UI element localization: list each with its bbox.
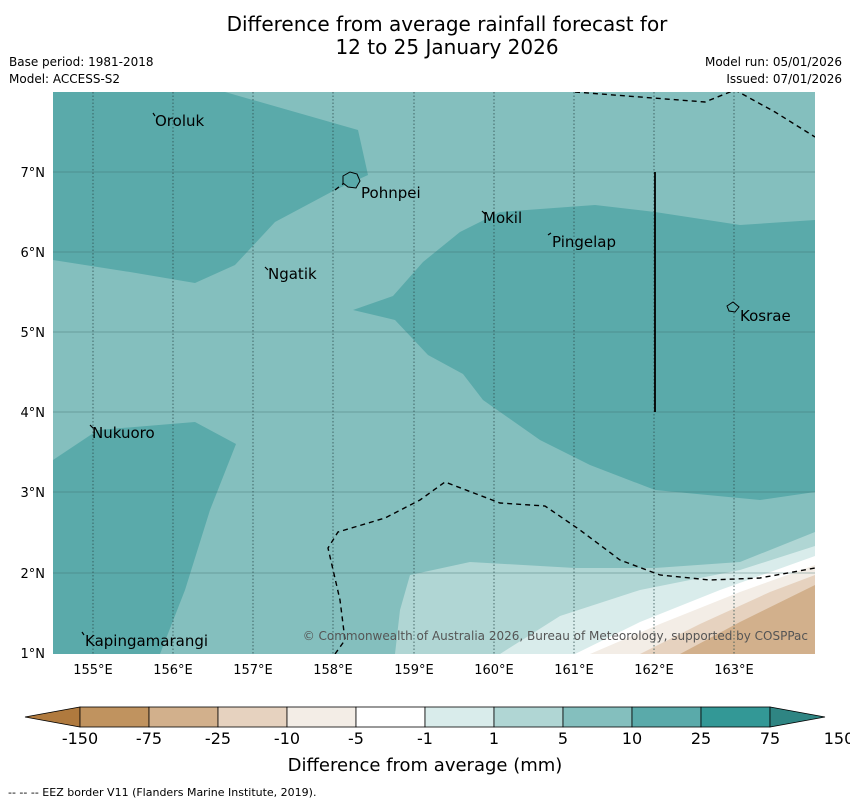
lat-label: 4°N [21, 406, 46, 421]
lon-label: 163°E [714, 663, 754, 678]
colorbar-extension-low [24, 706, 81, 728]
lat-label: 6°N [21, 246, 46, 261]
chart-title: Difference from average rainfall forecas… [0, 13, 850, 59]
place-nukuoro: Nukuoro [92, 424, 155, 442]
colorbar-extension-high [769, 706, 826, 728]
title-line-2: 12 to 25 January 2026 [335, 35, 559, 59]
oroluk-mark [152, 112, 156, 117]
colorbar-segment [148, 706, 219, 728]
ngatik-mark [264, 266, 269, 271]
colorbar-tick-label: 25 [690, 729, 712, 748]
nukuoro-mark [89, 424, 94, 429]
issued-label: Issued: 07/01/2026 [726, 72, 842, 86]
colorbar-segment [700, 706, 771, 728]
place-oroluk: Oroluk [155, 112, 204, 130]
colorbar-tick-label: 75 [759, 729, 781, 748]
pingelap-mark [547, 232, 552, 236]
lon-label: 161°E [554, 663, 594, 678]
colorbar-tick-label: 150 [823, 729, 850, 748]
colorbar-segment [355, 706, 426, 728]
mokil-mark [481, 210, 486, 215]
meta-left: Base period: 1981-2018 Model: ACCESS-S2 [9, 54, 154, 88]
rainfall-map: Oroluk Pohnpei Mokil Pingelap Ngatik Kos… [21, 92, 815, 678]
lon-label: 162°E [634, 663, 674, 678]
colorbar-segment [217, 706, 288, 728]
kosrae-island [726, 301, 740, 313]
map-field: Oroluk Pohnpei Mokil Pingelap Ngatik Kos… [53, 92, 815, 654]
lat-label: 5°N [21, 326, 46, 341]
place-kapingamarangi: Kapingamarangi [85, 632, 208, 650]
lat-label: 2°N [21, 567, 46, 582]
field-25-75-east [353, 205, 815, 500]
colorbar-title: Difference from average (mm) [287, 755, 563, 776]
colorbar-tick-label: -5 [348, 729, 364, 748]
kapingamarangi-mark [81, 631, 85, 636]
colorbar-tick-label: -1 [417, 729, 433, 748]
field-25-75-northwest [53, 92, 368, 283]
eez-footnote: -- -- -- EEZ border V11 (Flanders Marine… [8, 786, 317, 799]
lon-label: 160°E [474, 663, 514, 678]
meta-right: Model run: 05/01/2026 Issued: 07/01/2026 [705, 54, 842, 88]
lon-label: 157°E [233, 663, 273, 678]
lon-label: 159°E [394, 663, 434, 678]
lat-label: 1°N [21, 647, 46, 662]
pohnpei-island [342, 171, 361, 189]
lon-label: 155°E [73, 663, 113, 678]
colorbar-segment [286, 706, 357, 728]
copyright-notice: © Commonwealth of Australia 2026, Bureau… [303, 629, 808, 643]
base-period-label: Base period: 1981-2018 [9, 55, 154, 69]
colorbar-tick-label: 10 [621, 729, 643, 748]
place-mokil: Mokil [483, 209, 522, 227]
model-run-label: Model run: 05/01/2026 [704, 55, 842, 69]
lon-label: 158°E [313, 663, 353, 678]
colorbar-segment [631, 706, 702, 728]
field-minus25-minus10 [680, 585, 815, 654]
colorbar-segment [424, 706, 495, 728]
colorbar-tick-label: 5 [557, 729, 569, 748]
place-pohnpei: Pohnpei [361, 184, 421, 202]
colorbar-segments [24, 706, 826, 728]
colorbar-tick-label: -25 [204, 729, 232, 748]
place-kosrae: Kosrae [740, 307, 791, 325]
colorbar-segment [562, 706, 633, 728]
colorbar-segment [79, 706, 150, 728]
model-label: Model: ACCESS-S2 [9, 72, 121, 86]
lon-label: 156°E [153, 663, 193, 678]
colorbar-tick-label: -75 [135, 729, 163, 748]
colorbar-tick-label: -150 [61, 729, 99, 748]
colorbar-tick-label: 1 [488, 729, 500, 748]
field-25-75-southwest [53, 422, 236, 654]
lat-label: 3°N [21, 486, 46, 501]
colorbar [24, 706, 826, 728]
title-line-1: Difference from average rainfall forecas… [226, 12, 668, 36]
lat-label: 7°N [21, 166, 46, 181]
place-pingelap: Pingelap [552, 233, 616, 251]
meridians [92, 92, 735, 654]
place-ngatik: Ngatik [268, 265, 317, 283]
gridlines [53, 171, 815, 574]
colorbar-tick-label: -10 [273, 729, 301, 748]
small-island-marks [81, 112, 552, 636]
colorbar-segment [493, 706, 564, 728]
